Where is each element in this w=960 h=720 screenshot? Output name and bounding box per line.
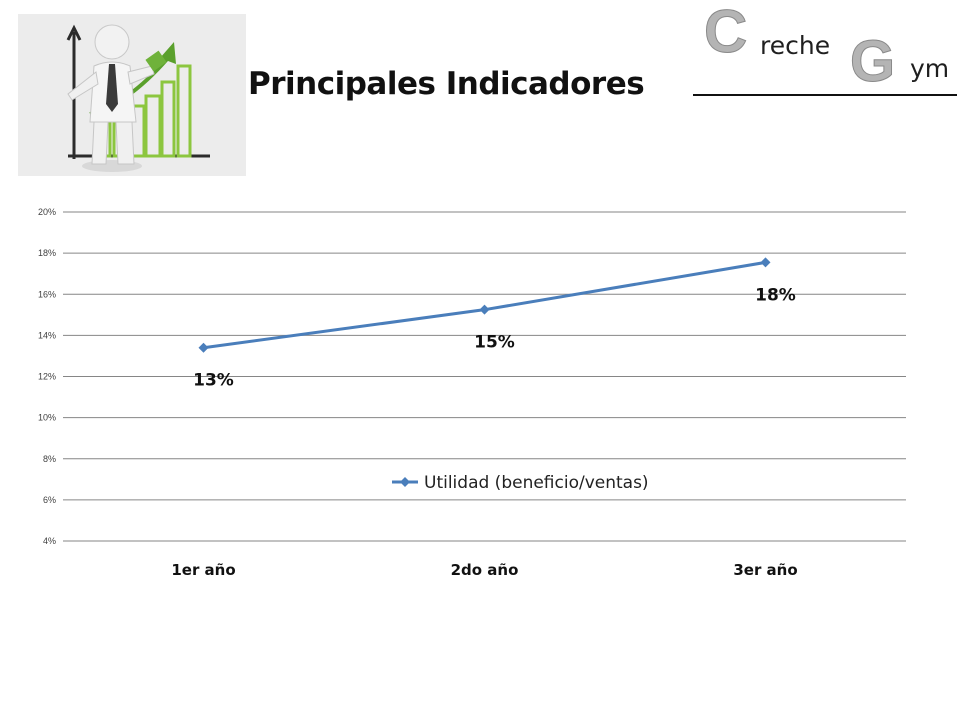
x-category-label: 2do año [451,561,519,579]
data-label: 13% [193,371,234,391]
logo-word-ym: ym [910,54,949,83]
logo-letter-g: G [850,29,895,94]
data-point-marker [479,304,490,315]
data-label: 18% [755,285,796,305]
slide-title: Principales Indicadores [248,66,645,102]
data-point-marker [198,342,209,353]
data-label: 15% [474,333,515,353]
logo-word-reche: reche [760,31,830,60]
y-tick-label: 10% [38,413,56,423]
legend-marker [400,477,410,487]
logo-letter-c: C [704,2,747,65]
y-tick-label: 8% [43,454,56,464]
y-tick-label: 16% [38,289,56,299]
businessman-growth-chart-icon [18,14,246,176]
x-category-label: 1er año [171,561,235,579]
y-tick-label: 20% [38,207,56,217]
legend-label: Utilidad (beneficio/ventas) [424,473,649,493]
y-tick-label: 4% [43,536,56,546]
y-tick-label: 12% [38,372,56,382]
y-tick-label: 14% [38,330,56,340]
y-tick-label: 6% [43,495,56,505]
data-point-marker [760,257,771,268]
y-tick-label: 18% [38,248,56,258]
x-category-label: 3er año [733,561,797,579]
creche-gym-logo: C reche G ym [690,0,960,102]
